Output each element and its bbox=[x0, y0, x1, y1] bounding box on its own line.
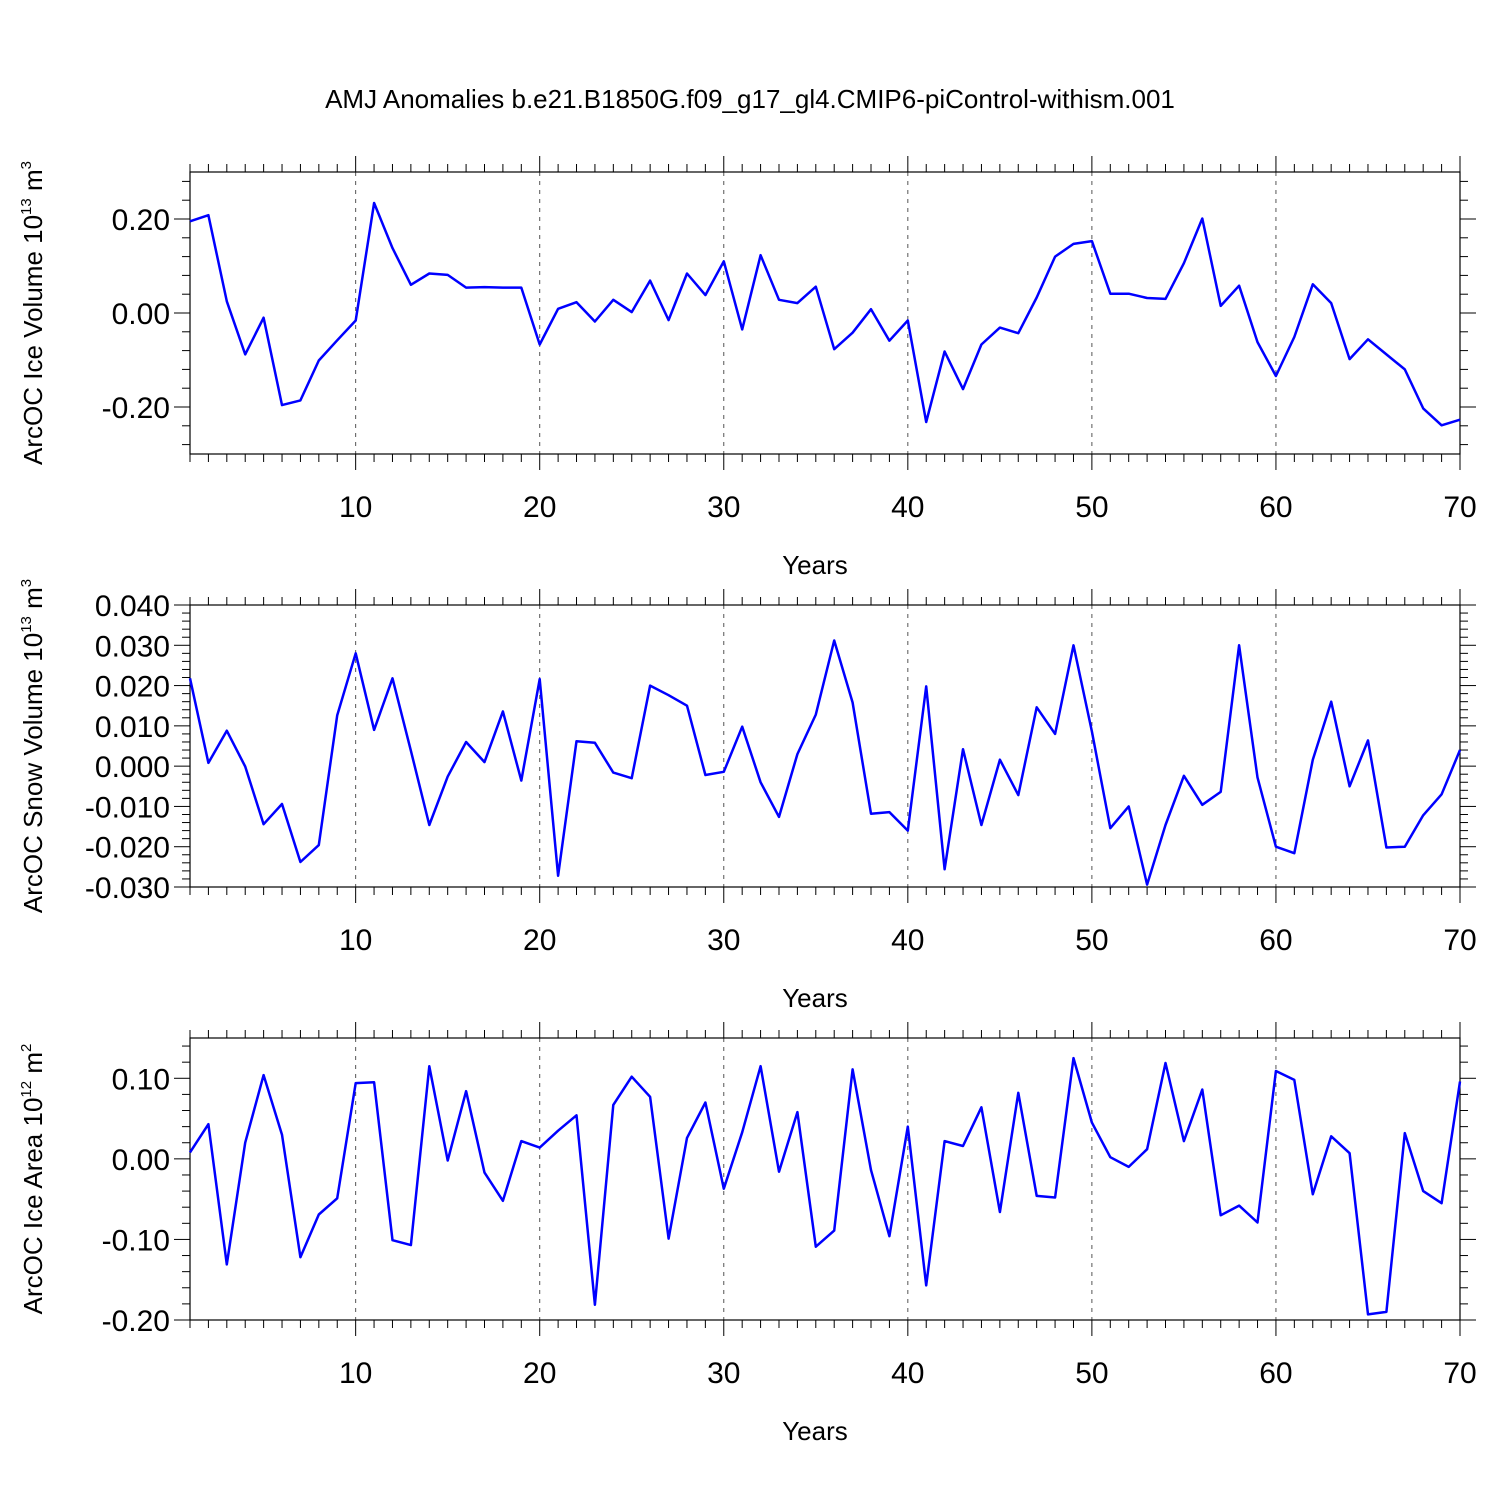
x-tick-label: 70 bbox=[1443, 1357, 1476, 1390]
x-tick-label: 70 bbox=[1443, 491, 1476, 524]
x-tick-label: 60 bbox=[1259, 924, 1292, 957]
x-tick-label: 60 bbox=[1259, 491, 1292, 524]
x-tick-label: 20 bbox=[523, 1357, 556, 1390]
x-tick-label: 10 bbox=[339, 924, 372, 957]
y-tick-label: 0.00 bbox=[112, 298, 170, 331]
y-tick-label: 0.030 bbox=[95, 630, 170, 663]
x-tick-label: 50 bbox=[1075, 491, 1108, 524]
x-tick-label: 50 bbox=[1075, 1357, 1108, 1390]
panel-2: 10 20 30 40 50 60 70 -0.030 -0.020 -0.010 0.000 0.0… bbox=[18, 579, 1477, 1013]
chart-title: AMJ Anomalies b.e21.B1850G.f09_g17_gl4.C… bbox=[325, 84, 1175, 114]
y-axis-label: ArcOC Ice Volume 1013 m3 bbox=[18, 161, 48, 465]
y-tick-label: -0.10 bbox=[102, 1224, 170, 1257]
x-tick-label: 30 bbox=[707, 924, 740, 957]
plot-frame bbox=[189, 171, 1461, 455]
x-axis-label: Years bbox=[782, 983, 848, 1013]
y-tick-label: 0.00 bbox=[112, 1144, 170, 1177]
y-tick-label: -0.20 bbox=[102, 1305, 170, 1338]
x-tick-label: 10 bbox=[339, 491, 372, 524]
x-tick-label: 40 bbox=[891, 1357, 924, 1390]
x-tick-label: 30 bbox=[707, 1357, 740, 1390]
panels: 10 20 30 40 50 60 70 -0.20 0.00 0.20 Years ArcOC Ic… bbox=[18, 156, 1477, 1446]
x-tick-label: 20 bbox=[523, 491, 556, 524]
series-line bbox=[188, 1056, 1462, 1316]
y-tick-label: 0.000 bbox=[95, 751, 170, 784]
x-tick-label: 40 bbox=[891, 491, 924, 524]
panel-1: 10 20 30 40 50 60 70 -0.20 0.00 0.20 Years ArcOC Ic… bbox=[18, 156, 1477, 580]
x-tick-label: 40 bbox=[891, 924, 924, 957]
plot-frame bbox=[189, 604, 1461, 888]
y-tick-label: -0.20 bbox=[102, 392, 170, 425]
y-tick-label: 0.020 bbox=[95, 671, 170, 704]
x-tick-label: 50 bbox=[1075, 924, 1108, 957]
y-tick-label: 0.20 bbox=[112, 204, 170, 237]
x-tick-label: 60 bbox=[1259, 1357, 1292, 1390]
y-axis-label: ArcOC Ice Area 1012 m2 bbox=[18, 1044, 48, 1315]
y-axis-label: ArcOC Snow Volume 1013 m3 bbox=[18, 579, 48, 913]
y-tick-label: 0.040 bbox=[95, 590, 170, 623]
series-line bbox=[188, 639, 1462, 886]
x-tick-label: 30 bbox=[707, 491, 740, 524]
y-tick-label: -0.020 bbox=[85, 832, 170, 865]
x-tick-label: 20 bbox=[523, 924, 556, 957]
x-tick-label: 70 bbox=[1443, 924, 1476, 957]
y-tick-label: -0.010 bbox=[85, 791, 170, 824]
y-tick-label: 0.010 bbox=[95, 711, 170, 744]
panel-3: 10 20 30 40 50 60 70 -0.20 -0.10 0.00 0.10 Years Arc… bbox=[18, 1022, 1477, 1446]
x-tick-label: 10 bbox=[339, 1357, 372, 1390]
x-axis-label: Years bbox=[782, 1416, 848, 1446]
series-line bbox=[189, 201, 1461, 427]
y-tick-label: 0.10 bbox=[112, 1063, 170, 1096]
y-tick-label: -0.030 bbox=[85, 872, 170, 905]
plot-frame bbox=[189, 1037, 1461, 1321]
x-axis-label: Years bbox=[782, 550, 848, 580]
